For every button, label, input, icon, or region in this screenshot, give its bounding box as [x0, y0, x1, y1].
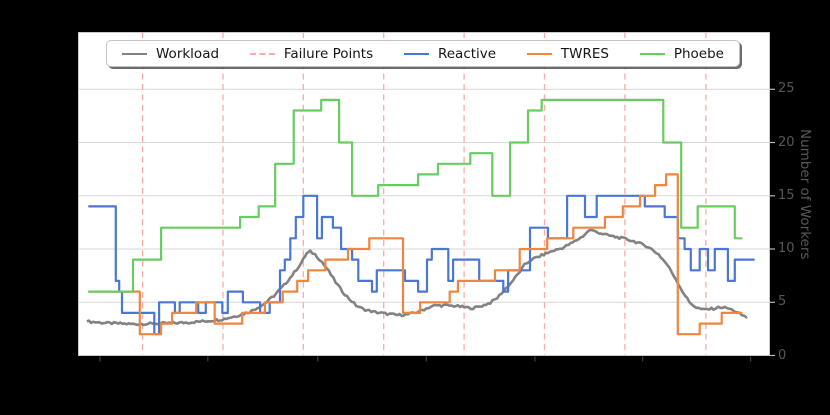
reactive-line-swatch — [403, 52, 429, 55]
legend: Workload Failure Points Reactive TWRES P… — [106, 40, 740, 67]
gridlines — [79, 88, 769, 303]
legend-label-failure-points: Failure Points — [283, 45, 374, 62]
y-tick-label-0: 0 — [778, 348, 787, 363]
phoebe-path — [88, 98, 743, 293]
reactive-line — [88, 194, 755, 336]
y-axis-ticks — [770, 88, 775, 357]
legend-item-failure-points: Failure Points — [249, 45, 374, 62]
twres-line — [88, 173, 743, 336]
y-axis-title: Number of Workers — [797, 128, 813, 260]
workload-line — [86, 228, 748, 327]
y-tick-label-25: 25 — [778, 81, 795, 96]
legend-item-twres: TWRES — [526, 45, 609, 62]
legend-item-workload: Workload — [122, 46, 219, 62]
phoebe-line — [88, 98, 743, 293]
twres-path — [88, 173, 743, 336]
legend-label-phoebe: Phoebe — [673, 45, 724, 62]
twres-line-swatch — [526, 52, 552, 55]
failure-point-lines — [141, 32, 707, 356]
workload-path — [86, 228, 748, 327]
legend-label-twres: TWRES — [560, 45, 609, 62]
x-axis-ticks — [99, 356, 752, 362]
phoebe-line-swatch — [639, 52, 665, 55]
reactive-path — [88, 194, 755, 336]
legend-label-reactive: Reactive — [437, 45, 497, 62]
y-tick-label-20: 20 — [778, 135, 795, 150]
y-tick-label-5: 5 — [778, 294, 787, 309]
legend-label-workload: Workload — [156, 45, 220, 62]
y-tick-label-10: 10 — [778, 241, 795, 256]
failure-points-dashed-swatch — [249, 52, 275, 55]
y-tick-label-15: 15 — [778, 188, 795, 203]
legend-item-phoebe: Phoebe — [639, 45, 724, 62]
legend-item-reactive: Reactive — [403, 45, 497, 62]
workload-line-swatch — [122, 52, 147, 55]
